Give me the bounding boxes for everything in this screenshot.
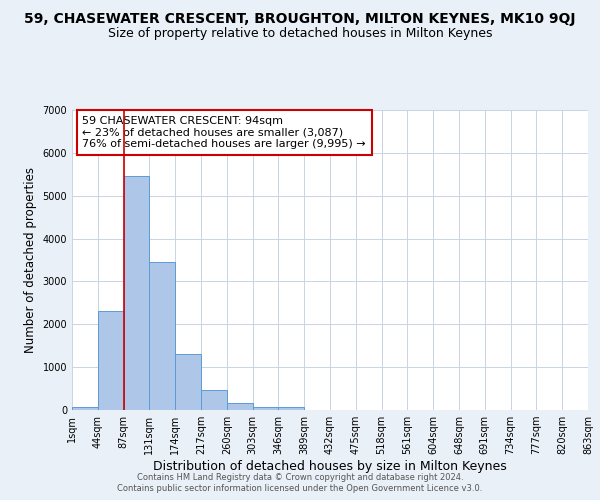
Bar bbox=[227, 403, 253, 410]
Text: Contains public sector information licensed under the Open Government Licence v3: Contains public sector information licen… bbox=[118, 484, 482, 493]
Bar bbox=[253, 406, 278, 410]
Bar bbox=[98, 312, 124, 410]
Text: 59, CHASEWATER CRESCENT, BROUGHTON, MILTON KEYNES, MK10 9QJ: 59, CHASEWATER CRESCENT, BROUGHTON, MILT… bbox=[24, 12, 576, 26]
Bar bbox=[149, 262, 175, 410]
Text: Size of property relative to detached houses in Milton Keynes: Size of property relative to detached ho… bbox=[108, 28, 492, 40]
X-axis label: Distribution of detached houses by size in Milton Keynes: Distribution of detached houses by size … bbox=[153, 460, 507, 473]
Bar bbox=[124, 176, 149, 410]
Y-axis label: Number of detached properties: Number of detached properties bbox=[24, 167, 37, 353]
Bar bbox=[201, 390, 227, 410]
Bar bbox=[175, 354, 201, 410]
Text: 59 CHASEWATER CRESCENT: 94sqm
← 23% of detached houses are smaller (3,087)
76% o: 59 CHASEWATER CRESCENT: 94sqm ← 23% of d… bbox=[82, 116, 366, 149]
Bar bbox=[278, 406, 304, 410]
Text: Contains HM Land Registry data © Crown copyright and database right 2024.: Contains HM Land Registry data © Crown c… bbox=[137, 472, 463, 482]
Bar bbox=[72, 407, 98, 410]
